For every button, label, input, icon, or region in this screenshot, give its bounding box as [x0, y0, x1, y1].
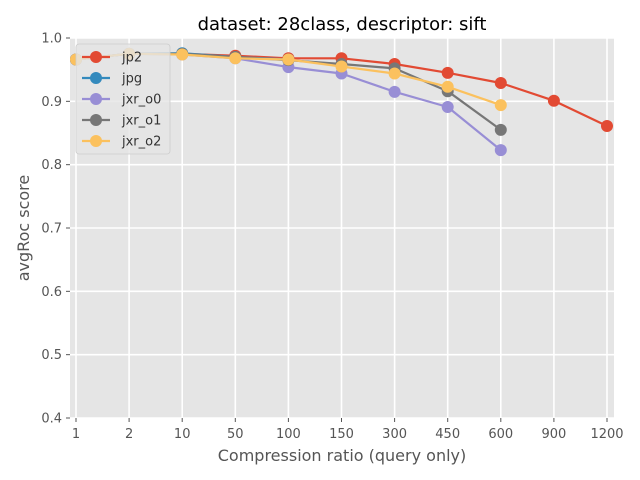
data-point-jxr_o2 [494, 99, 507, 112]
x-axis-ticks: 1 2 10 50 100 150 300 450 600 900 1200 [72, 418, 624, 442]
legend-label-jxr_o2: jxr_o2 [121, 135, 161, 150]
x-tick-label: 1 [72, 427, 80, 442]
data-point-jxr_o2 [335, 60, 348, 73]
data-point-jxr_o2 [388, 67, 401, 80]
y-tick-label: 0.5 [41, 348, 62, 363]
legend-marker-jpg [90, 72, 102, 84]
data-point-jxr_o1 [494, 123, 507, 136]
legend-marker-jxr_o0 [90, 93, 102, 105]
data-point-jxr_o2 [176, 48, 189, 61]
legend-label-jp2: jp2 [121, 51, 142, 66]
x-tick-label: 600 [488, 427, 513, 442]
x-tick-label: 10 [174, 427, 191, 442]
y-tick-label: 0.7 [41, 222, 62, 237]
data-point-jp2 [601, 120, 613, 133]
x-tick-label: 2 [125, 427, 133, 442]
x-tick-label: 300 [382, 427, 407, 442]
chart-title: dataset: 28class, descriptor: sift [198, 14, 487, 35]
y-tick-label: 1.0 [41, 32, 62, 47]
data-point-jxr_o0 [441, 101, 454, 114]
data-point-jp2 [494, 76, 507, 89]
data-point-jp2 [547, 94, 560, 107]
legend-label-jxr_o1: jxr_o1 [121, 114, 161, 129]
data-point-jxr_o2 [441, 80, 454, 93]
legend: jp2 jpg jxr_o0 jxr_o1 jxr_o2 [75, 43, 171, 155]
legend-marker-jp2 [90, 51, 102, 63]
legend-marker-jxr_o2 [90, 135, 102, 147]
y-tick-label: 0.9 [41, 95, 62, 110]
y-tick-label: 0.6 [41, 285, 62, 300]
x-tick-label: 900 [541, 427, 566, 442]
x-tick-label: 450 [435, 427, 460, 442]
x-tick-label: 100 [276, 427, 301, 442]
data-point-jp2 [441, 66, 454, 79]
legend-marker-jxr_o1 [90, 114, 102, 126]
y-tick-label: 0.4 [41, 412, 62, 427]
y-axis-ticks: 0.4 0.5 0.6 0.7 0.8 0.9 1.0 [41, 32, 70, 427]
data-point-jxr_o0 [494, 144, 507, 157]
data-point-jxr_o2 [229, 52, 242, 65]
data-point-jxr_o0 [388, 85, 401, 98]
legend-label-jxr_o0: jxr_o0 [121, 93, 161, 108]
y-tick-label: 0.8 [41, 158, 62, 173]
x-axis-label: Compression ratio (query only) [218, 446, 466, 465]
data-point-jxr_o2 [282, 53, 295, 66]
x-tick-label: 1200 [590, 427, 623, 442]
legend-label-jpg: jpg [121, 72, 142, 87]
legend-box [75, 43, 171, 155]
x-tick-label: 50 [227, 427, 244, 442]
x-tick-label: 150 [329, 427, 354, 442]
y-axis-label: avgRoc score [14, 175, 33, 282]
